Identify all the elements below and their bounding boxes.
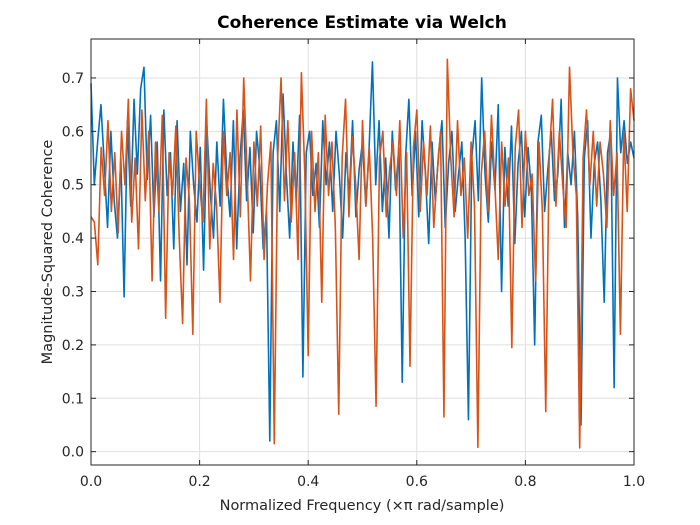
- series-line-2: [90, 58, 635, 449]
- x-tick-label: 0.4: [297, 474, 319, 490]
- x-tick-label: 0.6: [406, 474, 428, 490]
- y-grid: [91, 77, 634, 453]
- x-ticks: 0.0 0.2 0.4 0.6 0.8 1.0: [80, 39, 645, 490]
- x-tick-label: 0.8: [514, 474, 536, 490]
- y-tick-label: 0.3: [62, 285, 84, 301]
- y-ticks: 0.0 0.1 0.2 0.3 0.4 0.5 0.6 0.7: [62, 71, 634, 461]
- y-tick-label: 0.6: [62, 124, 84, 140]
- y-tick-label: 0.4: [62, 231, 84, 247]
- y-tick-label: 0.1: [62, 391, 84, 407]
- chart-title: Coherence Estimate via Welch: [217, 13, 507, 33]
- axes-box: [90, 38, 635, 466]
- y-tick-label: 0.2: [62, 338, 84, 354]
- y-tick-label: 0.7: [62, 71, 84, 87]
- y-tick-label: 0.5: [62, 178, 84, 194]
- series-group: [90, 58, 635, 449]
- x-tick-label: 0.2: [188, 474, 210, 490]
- x-axis-label: Normalized Frequency (×π rad/sample): [220, 498, 505, 514]
- x-tick-label: 1.0: [623, 474, 645, 490]
- y-tick-label: 0.0: [62, 445, 84, 461]
- x-tick-label: 0.0: [80, 474, 102, 490]
- y-axis-label: Magnitude-Squared Coherence: [40, 140, 56, 365]
